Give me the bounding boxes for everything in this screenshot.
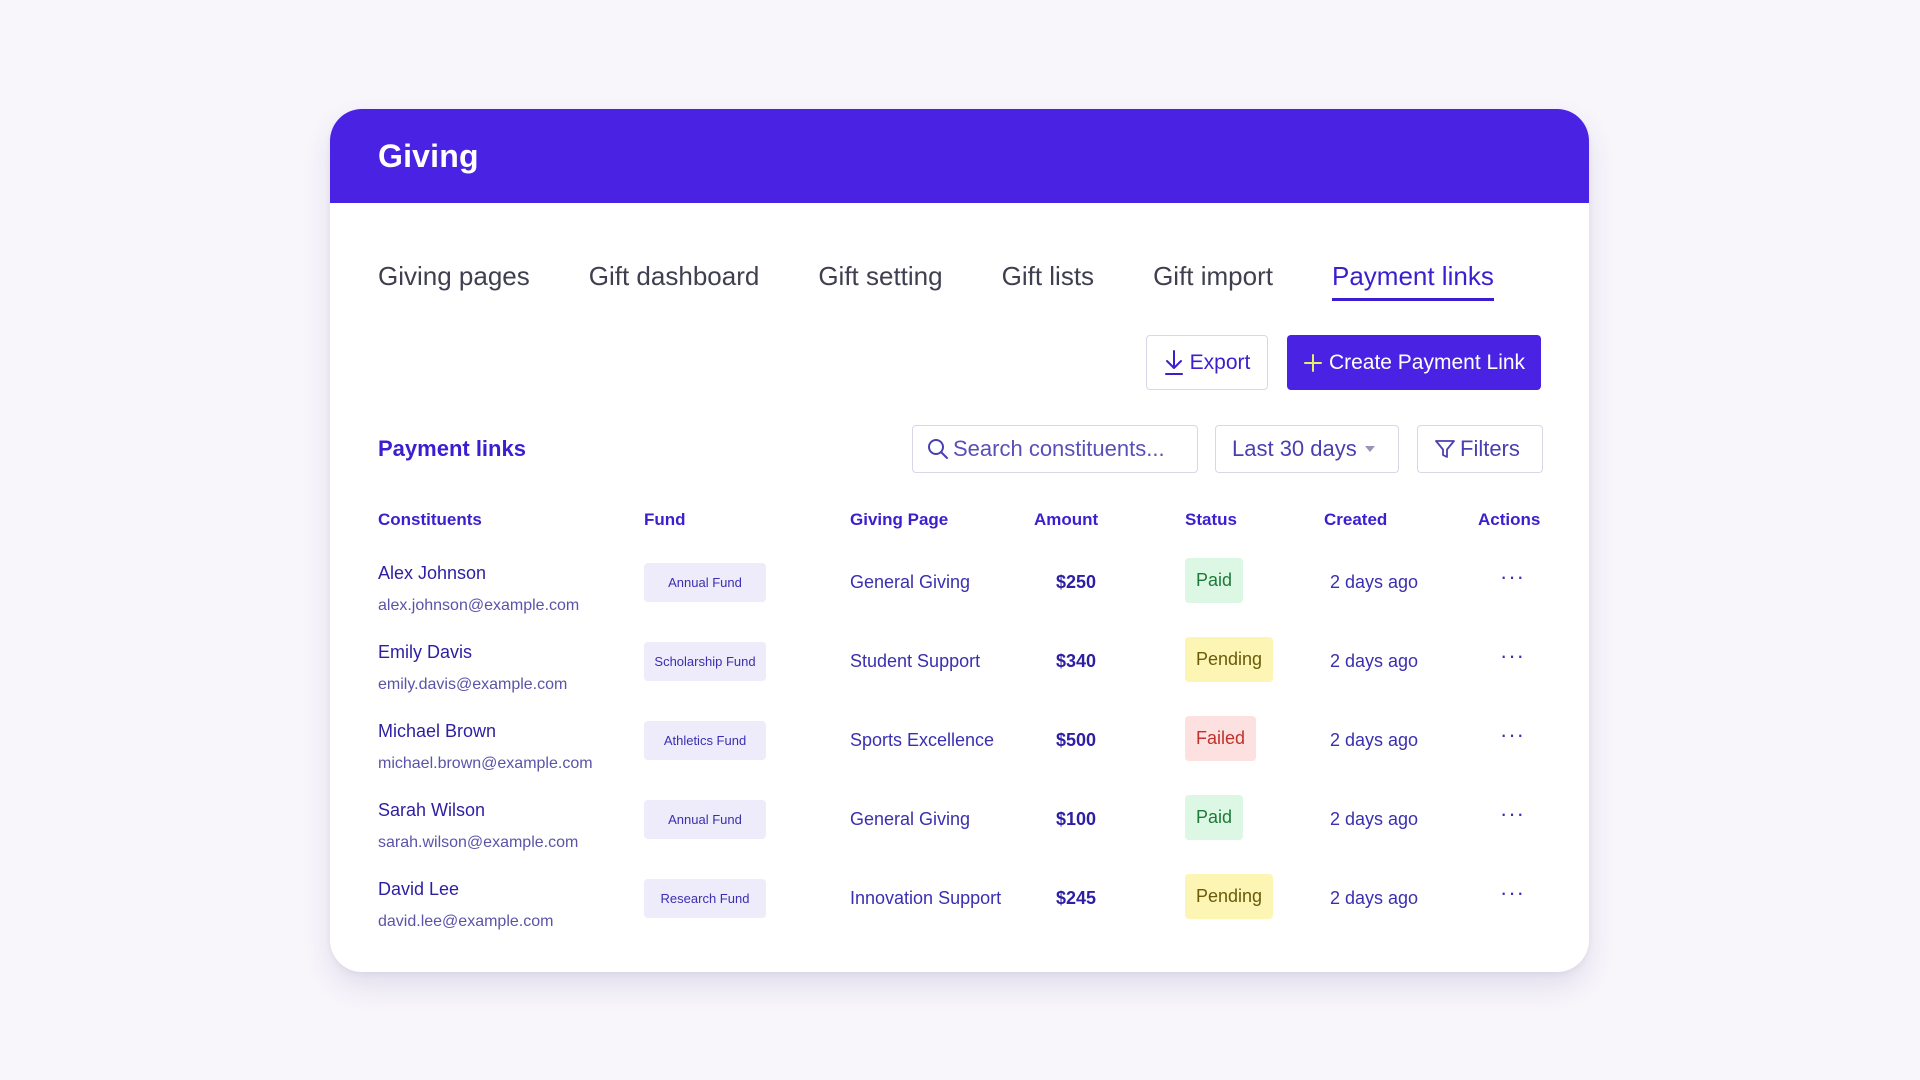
fund-badge: Annual Fund (644, 800, 766, 839)
constituent-email: michael.brown@example.com (378, 755, 593, 772)
tab-gift-import[interactable]: Gift import (1153, 261, 1273, 291)
export-button[interactable]: Export (1146, 335, 1268, 390)
search-input[interactable] (953, 436, 1183, 462)
column-header-amount[interactable]: Amount (1034, 510, 1099, 529)
status-badge: Paid (1185, 795, 1244, 840)
tab-bar: Giving pages Gift dashboard Gift setting… (378, 261, 1553, 301)
amount: $340 (1056, 651, 1097, 671)
plus-icon (1303, 353, 1323, 373)
search-icon (927, 438, 949, 460)
more-horizontal-icon[interactable]: ··· (1500, 801, 1525, 826)
more-horizontal-icon[interactable]: ··· (1500, 643, 1525, 668)
status-badge: Paid (1185, 558, 1244, 603)
giving-card: Giving Giving pages Gift dashboard Gift … (330, 109, 1589, 972)
table-row: Emily Davis emily.davis@example.com Scho… (330, 637, 1589, 721)
fund-badge: Annual Fund (644, 563, 766, 602)
column-header-actions: Actions (1478, 510, 1541, 529)
filters-label: Filters (1460, 436, 1520, 461)
tab-payment-links[interactable]: Payment links (1331, 261, 1494, 301)
column-header-constituents[interactable]: Constituents (378, 510, 482, 529)
status-badge: Failed (1185, 716, 1257, 761)
export-label: Export (1189, 350, 1251, 374)
created-date: 2 days ago (1330, 572, 1419, 592)
constituent-name[interactable]: Alex Johnson (378, 563, 487, 583)
giving-page: General Giving (850, 572, 971, 592)
create-payment-link-button[interactable]: Create Payment Link (1287, 335, 1541, 390)
giving-page: Student Support (850, 651, 981, 671)
created-date: 2 days ago (1330, 888, 1419, 908)
status-badge: Pending (1185, 637, 1274, 682)
amount: $500 (1056, 730, 1097, 750)
tab-gift-setting[interactable]: Gift setting (818, 261, 943, 291)
table-row: Alex Johnson alex.johnson@example.com An… (330, 558, 1589, 642)
filters-button[interactable]: Filters (1417, 425, 1543, 473)
create-label: Create Payment Link (1328, 350, 1526, 374)
table-row: Michael Brown michael.brown@example.com … (330, 716, 1589, 800)
giving-page: Innovation Support (850, 888, 1002, 908)
more-horizontal-icon[interactable]: ··· (1500, 564, 1525, 589)
amount: $100 (1056, 809, 1097, 829)
download-icon (1164, 349, 1184, 377)
amount: $250 (1056, 572, 1097, 592)
constituent-email: david.lee@example.com (378, 913, 554, 930)
constituent-email: emily.davis@example.com (378, 676, 568, 693)
caret-down-icon (1364, 446, 1375, 452)
fund-badge: Research Fund (644, 879, 766, 918)
tab-giving-pages[interactable]: Giving pages (378, 261, 530, 291)
filter-icon (1434, 438, 1456, 460)
table-row: David Lee david.lee@example.com Research… (330, 874, 1589, 958)
column-header-giving-page[interactable]: Giving Page (850, 510, 949, 529)
constituent-name[interactable]: Michael Brown (378, 721, 497, 741)
section-title: Payment links (378, 436, 526, 461)
constituent-email: alex.johnson@example.com (378, 597, 580, 614)
status-badge: Pending (1185, 874, 1274, 919)
card-header: Giving (330, 109, 1589, 203)
constituent-name[interactable]: David Lee (378, 879, 460, 899)
giving-page: Sports Excellence (850, 730, 995, 750)
tab-gift-lists[interactable]: Gift lists (1001, 261, 1095, 291)
table-row: Sarah Wilson sarah.wilson@example.com An… (330, 795, 1589, 879)
page-title: Giving (378, 137, 479, 174)
created-date: 2 days ago (1330, 809, 1419, 829)
constituent-name[interactable]: Emily Davis (378, 642, 473, 662)
created-date: 2 days ago (1330, 730, 1419, 750)
constituent-name[interactable]: Sarah Wilson (378, 800, 486, 820)
column-header-created[interactable]: Created (1324, 510, 1388, 529)
more-horizontal-icon[interactable]: ··· (1500, 722, 1525, 747)
date-range-value: Last 30 days (1232, 436, 1357, 461)
tab-gift-dashboard[interactable]: Gift dashboard (588, 261, 760, 291)
giving-page: General Giving (850, 809, 971, 829)
constituent-email: sarah.wilson@example.com (378, 834, 579, 851)
fund-badge: Athletics Fund (644, 721, 766, 760)
fund-badge: Scholarship Fund (644, 642, 766, 681)
search-box (912, 425, 1198, 473)
date-range-select[interactable]: Last 30 days (1215, 425, 1399, 473)
more-horizontal-icon[interactable]: ··· (1500, 880, 1525, 905)
column-header-fund[interactable]: Fund (644, 510, 686, 529)
created-date: 2 days ago (1330, 651, 1419, 671)
column-header-status[interactable]: Status (1185, 510, 1237, 529)
amount: $245 (1056, 888, 1097, 908)
